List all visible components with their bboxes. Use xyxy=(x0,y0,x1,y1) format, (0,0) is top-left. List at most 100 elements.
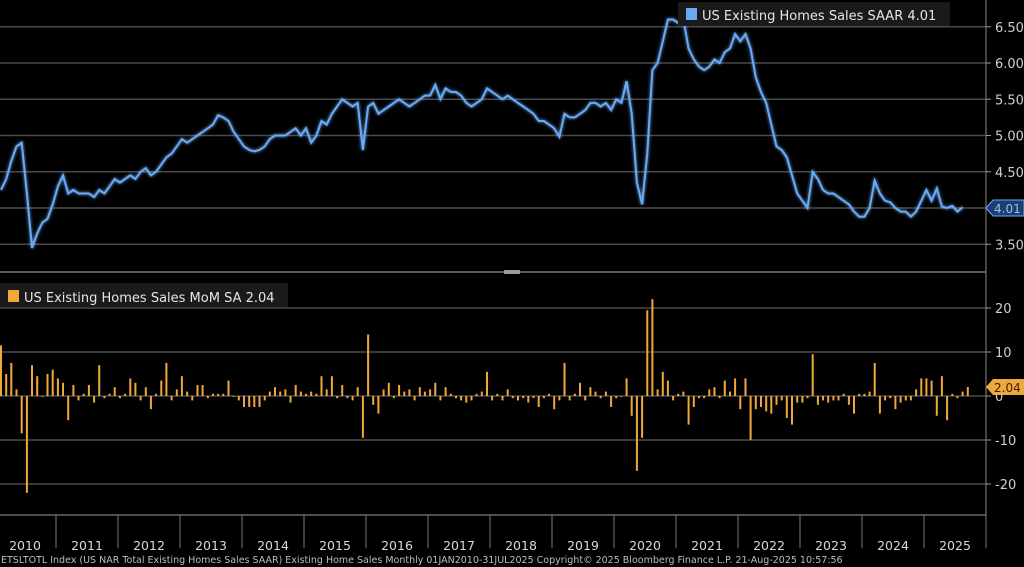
mom-bar xyxy=(661,371,664,396)
mom-bar xyxy=(180,376,183,396)
bottom-legend[interactable]: US Existing Homes Sales MoM SA 2.04 xyxy=(0,283,288,307)
y-tick-label: -20 xyxy=(995,478,1016,493)
mom-bar xyxy=(729,391,731,396)
mom-bar xyxy=(889,396,892,399)
mom-bar xyxy=(108,393,111,396)
legend-swatch-orange-icon xyxy=(8,290,19,302)
mom-bar xyxy=(330,376,333,396)
mom-bar xyxy=(625,378,628,396)
mom-bar xyxy=(651,299,654,396)
mom-bar xyxy=(935,396,938,416)
mom-bar xyxy=(909,396,912,401)
year-label: 2019 xyxy=(567,538,599,553)
mom-bar xyxy=(501,396,504,401)
mom-bar xyxy=(760,396,762,407)
mom-bar xyxy=(191,396,194,401)
mom-bar xyxy=(62,382,64,396)
mom-bar xyxy=(961,391,964,396)
mom-bar xyxy=(646,310,649,396)
mom-bar xyxy=(863,393,866,396)
mom-bar xyxy=(10,363,13,396)
mom-bar xyxy=(217,393,220,396)
mom-bar xyxy=(196,385,199,396)
mom-bar xyxy=(806,396,809,399)
mom-bar xyxy=(604,391,607,396)
mom-bar xyxy=(589,387,592,396)
year-label: 2011 xyxy=(71,538,103,553)
mom-bar xyxy=(584,396,587,401)
mom-bar xyxy=(439,396,442,401)
mom-bar xyxy=(770,396,773,414)
mom-bar xyxy=(599,396,602,399)
mom-bar xyxy=(791,396,793,425)
mom-bar xyxy=(940,376,943,396)
mom-bar xyxy=(93,396,96,403)
year-label: 2010 xyxy=(9,538,41,553)
top-panel-gridlines xyxy=(0,25,986,246)
mom-bar xyxy=(713,387,716,396)
mom-bar xyxy=(594,391,597,396)
mom-bar xyxy=(522,396,525,399)
mom-bar xyxy=(103,396,106,399)
mom-bar xyxy=(134,382,137,396)
mom-bar xyxy=(346,396,349,399)
mom-bar xyxy=(408,389,411,396)
mom-bar xyxy=(367,334,370,396)
mom-bar xyxy=(87,385,90,396)
mom-bar xyxy=(796,396,799,403)
mom-bar xyxy=(837,396,840,401)
mom-bar xyxy=(382,389,385,396)
year-label: 2023 xyxy=(815,538,847,553)
year-label: 2016 xyxy=(381,538,413,553)
mom-bar xyxy=(822,396,824,401)
mom-bar xyxy=(780,396,783,401)
mom-bar xyxy=(155,393,158,396)
mom-bar xyxy=(46,374,49,396)
year-label: 2020 xyxy=(629,538,661,553)
mom-bar xyxy=(630,396,633,416)
mom-bar xyxy=(294,385,297,396)
panel-resize-handle[interactable] xyxy=(504,270,520,274)
saar-last-value-badge: 4.01 xyxy=(985,199,1024,217)
mom-bar xyxy=(403,391,406,396)
mom-bar xyxy=(579,382,581,396)
mom-bar xyxy=(517,396,519,401)
y-tick-label: 4.50 xyxy=(995,166,1024,181)
mom-bar xyxy=(274,387,276,396)
mom-bar xyxy=(656,389,659,396)
mom-bar xyxy=(320,376,323,396)
mom-bar xyxy=(785,396,788,418)
mom-bar xyxy=(429,389,432,396)
mom-bar xyxy=(734,378,737,396)
mom-bar xyxy=(951,393,954,396)
mom-bar xyxy=(124,393,127,396)
mom-bar xyxy=(413,396,416,401)
mom-bar xyxy=(186,391,189,396)
mom-bar xyxy=(361,396,364,438)
bottom-y-axis: 20 10 0 -10 -20 xyxy=(986,302,1016,493)
mom-bar xyxy=(563,363,566,396)
mom-bar xyxy=(222,393,225,396)
y-tick-label: 6.00 xyxy=(995,57,1024,72)
mom-bar xyxy=(51,369,54,396)
year-label: 2018 xyxy=(505,538,537,553)
mom-bar xyxy=(847,396,850,405)
mom-bar xyxy=(206,396,209,399)
top-y-axis: 6.50 6.00 5.50 5.00 4.50 3.50 xyxy=(986,21,1024,253)
mom-bar xyxy=(801,396,804,403)
mom-bar xyxy=(305,393,307,396)
mom-bar xyxy=(170,396,173,401)
mom-bar xyxy=(0,345,2,396)
top-legend[interactable]: US Existing Homes Sales SAAR 4.01 xyxy=(678,2,950,26)
mom-bar xyxy=(486,371,488,396)
year-label: 2021 xyxy=(691,538,723,553)
mom-bar xyxy=(765,396,768,412)
mom-bar xyxy=(480,391,483,396)
mom-bar xyxy=(201,385,204,396)
mom-bar xyxy=(827,396,830,403)
mom-bar xyxy=(692,396,695,407)
year-label: 2025 xyxy=(939,538,971,553)
mom-bar xyxy=(698,396,700,399)
mom-bar xyxy=(558,396,561,401)
